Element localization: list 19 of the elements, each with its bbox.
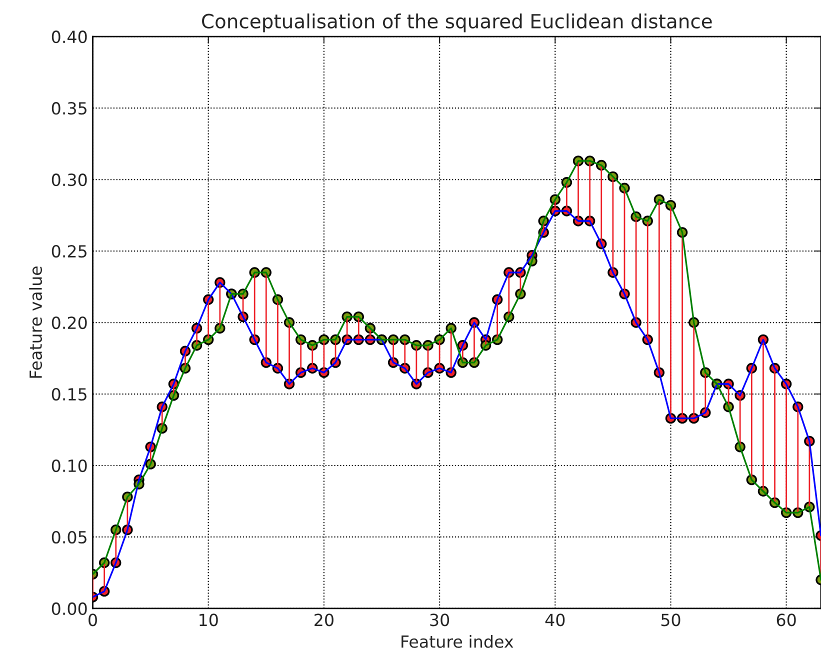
y-tick-label: 0.20: [52, 316, 87, 330]
x-tick-label: 10: [200, 614, 218, 626]
y-tick-label: 0.25: [52, 245, 86, 258]
x-tick-label: 40: [545, 614, 565, 626]
x-tick-label: 20: [314, 614, 334, 626]
y-tick-label: 0.00: [52, 602, 87, 616]
y-tick-label: 0.40: [52, 30, 87, 44]
x-tick-label: 60: [776, 614, 796, 626]
y-tick-label: 0.10: [52, 459, 87, 472]
x-tick-label: 0: [88, 614, 97, 626]
y-tick-label: 0.05: [52, 530, 86, 544]
x-tick-label: 50: [661, 614, 680, 626]
x-axis-title: Feature index: [402, 635, 514, 648]
y-axis-title: Feature value: [29, 266, 42, 378]
x-tick-label: 30: [430, 614, 450, 626]
y-tick-label: 0.30: [52, 174, 87, 186]
y-tick-label: 0.35: [52, 102, 86, 115]
y-tick-label: 0.15: [52, 388, 86, 401]
chart-title: Conceptualisation of the squared Euclidean distance: [202, 13, 712, 32]
